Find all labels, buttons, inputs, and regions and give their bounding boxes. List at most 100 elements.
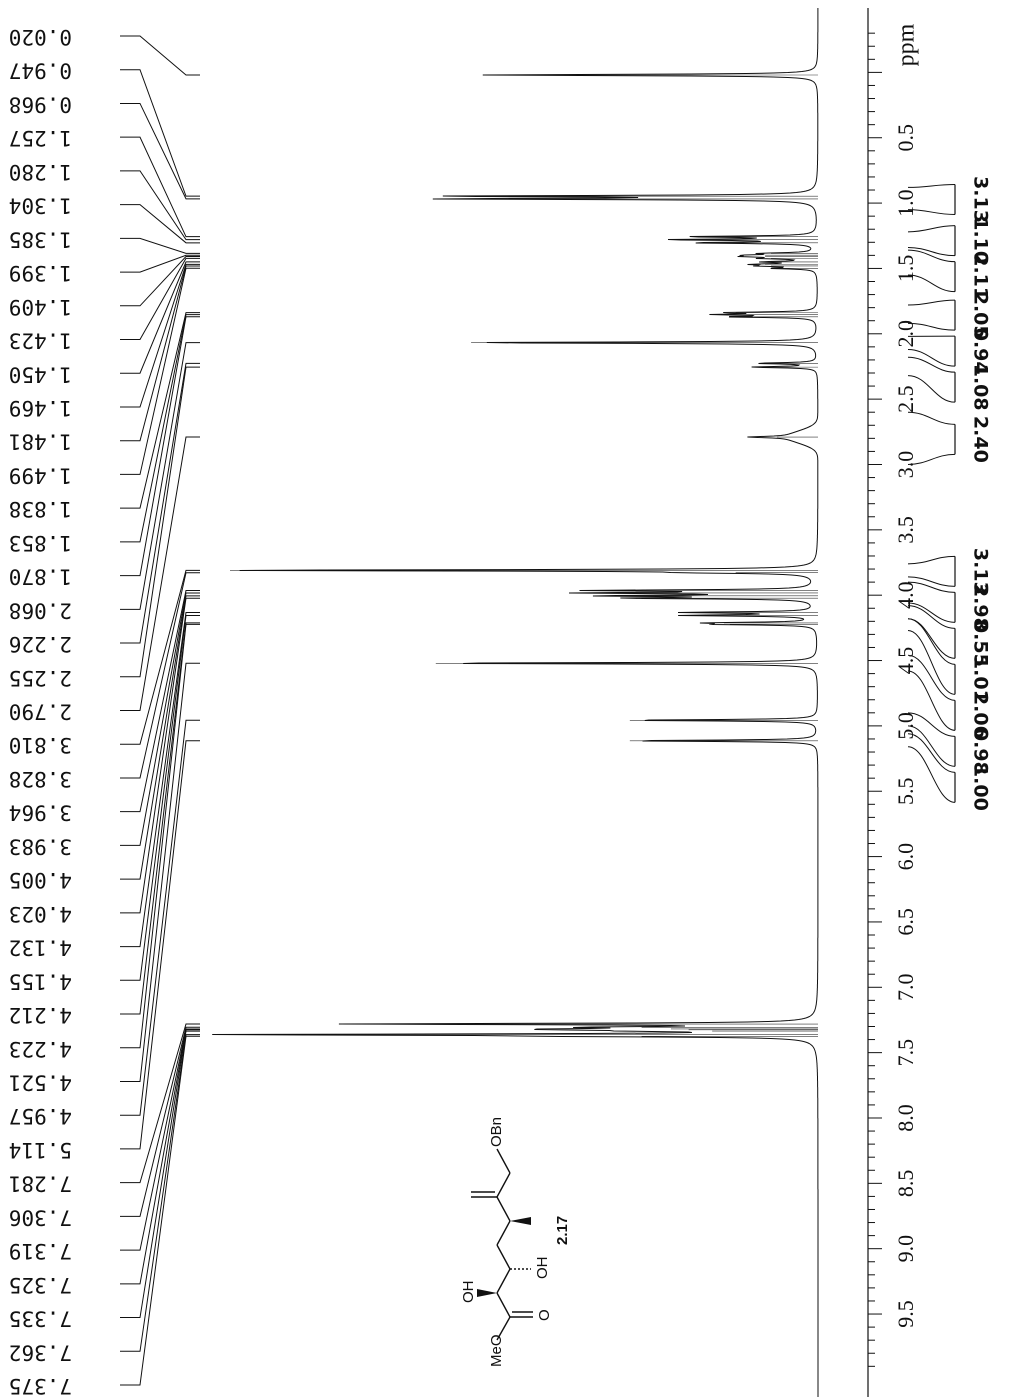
integral-bracket [907, 184, 956, 216]
peak-leader-line [120, 1026, 200, 1217]
peak-label: 1.280 [9, 160, 72, 184]
group-label: OH [534, 1257, 551, 1280]
peak-leader-line [120, 1030, 200, 1319]
integral-value: 0.55 [970, 620, 992, 667]
wedge-bond [477, 1289, 497, 1297]
ppm-axis: 0.51.01.52.02.53.03.54.04.55.05.56.06.57… [867, 8, 920, 1397]
peak-label: 3.983 [9, 834, 72, 858]
peak-leader-line [120, 572, 200, 779]
integral-value: 2.06 [970, 692, 992, 739]
peak-label: 1.870 [9, 565, 72, 589]
tick-label: 9.0 [893, 1235, 918, 1263]
bond [496, 1220, 511, 1246]
integral-bracket [907, 712, 956, 767]
peak-leader-line [120, 257, 200, 341]
peak-label: 4.212 [9, 1003, 72, 1027]
peak-leader-line [120, 1035, 200, 1386]
peak-label: 1.423 [9, 329, 72, 353]
tick-label: 4.0 [893, 581, 918, 609]
peak-leader-line [120, 623, 200, 1049]
peak-label: 4.521 [9, 1070, 72, 1094]
integral-value: 0.98 [970, 728, 992, 775]
peak-label: 1.853 [9, 531, 72, 555]
peak-label: 3.828 [9, 767, 72, 791]
integral-value: 1.10 [970, 217, 992, 264]
bond [496, 1148, 511, 1174]
peak-label: 1.399 [9, 261, 72, 285]
tick-label: 8.0 [893, 1104, 918, 1132]
tick-label: 6.5 [893, 908, 918, 936]
bond [496, 1172, 511, 1198]
peak-leader-lines [120, 35, 200, 1386]
peak-leader-line [120, 614, 200, 981]
peak-leader-line [120, 256, 200, 307]
peak-label: 0.020 [9, 25, 72, 49]
integral-bracket [907, 411, 956, 465]
peak-leader-line [120, 204, 200, 244]
peak-leader-line [120, 314, 200, 543]
peak-label: 4.005 [9, 868, 72, 892]
integral-regions: 3.131.102.112.050.941.082.403.132.980.55… [907, 176, 992, 811]
tick-label: 3.5 [893, 516, 918, 544]
peak-label: 1.499 [9, 463, 72, 487]
group-label: OBn [488, 1117, 505, 1147]
integral-value: 2.98 [970, 584, 992, 631]
spectrum-line [212, 8, 819, 1397]
peak-label: 4.023 [9, 902, 72, 926]
peak-leader-line [120, 366, 200, 678]
peak-label: 7.362 [9, 1340, 72, 1364]
integral-bracket [907, 299, 956, 331]
peak-label: 7.325 [9, 1273, 72, 1297]
tick-label: 7.5 [893, 1039, 918, 1067]
peak-leader-line [120, 592, 200, 846]
peak-label: 7.375 [9, 1374, 72, 1397]
integral-value: 0.94 [970, 328, 992, 375]
bond [496, 1316, 511, 1341]
peak-label: 1.838 [9, 497, 72, 521]
peak-label: 1.409 [9, 295, 72, 319]
tick-label: 1.5 [893, 255, 918, 283]
peak-label: 3.810 [9, 733, 72, 757]
peak-leader-line [120, 597, 200, 914]
peak-label: 4.223 [9, 1037, 72, 1061]
tick-label: 4.5 [893, 647, 918, 675]
peak-leader-line [120, 237, 200, 254]
peak-label: 1.257 [9, 126, 72, 150]
peak-leader-line [120, 436, 200, 711]
peak-leader-line [120, 102, 200, 200]
peak-label: 1.304 [9, 194, 72, 218]
integral-value: 1.00 [970, 764, 992, 811]
compound-label: 2.17 [554, 1216, 571, 1245]
integral-bracket [907, 581, 956, 623]
peak-label: 3.964 [9, 801, 72, 825]
peak-label: 2.068 [9, 598, 72, 622]
peak-leader-line [120, 1034, 200, 1352]
peak-label: 1.385 [9, 227, 72, 251]
tick-label: 7.0 [893, 974, 918, 1002]
tick-label: 2.5 [893, 385, 918, 413]
bond [496, 1244, 511, 1270]
peak-leader-line [120, 589, 200, 813]
integral-value: 1.08 [970, 364, 992, 411]
peak-label: 7.306 [9, 1205, 72, 1229]
integral-value: 2.11 [970, 253, 992, 300]
peak-label: 7.281 [9, 1172, 72, 1196]
wedge-bond [510, 1217, 531, 1225]
integral-bracket [907, 555, 956, 587]
peak-label: 4.132 [9, 936, 72, 960]
peak-leader-line [120, 719, 200, 1116]
peak-label-column: 0.020 0.947 0.968 1.257 1.280 1.304 1.385 1.399… [9, 25, 72, 1397]
peak-label: 7.335 [9, 1307, 72, 1331]
peak-leader-line [120, 342, 200, 610]
integral-value: 3.13 [970, 176, 992, 223]
peak-leader-line [120, 362, 200, 644]
peak-leader-line [120, 611, 200, 948]
peak-leader-line [120, 312, 200, 509]
peak-leader-line [120, 170, 200, 241]
integral-bracket [907, 249, 956, 293]
peak-leader-line [120, 263, 200, 408]
tick-label: 2.0 [893, 320, 918, 348]
peak-label: 0.968 [9, 92, 72, 116]
peak-label: 1.469 [9, 396, 72, 420]
